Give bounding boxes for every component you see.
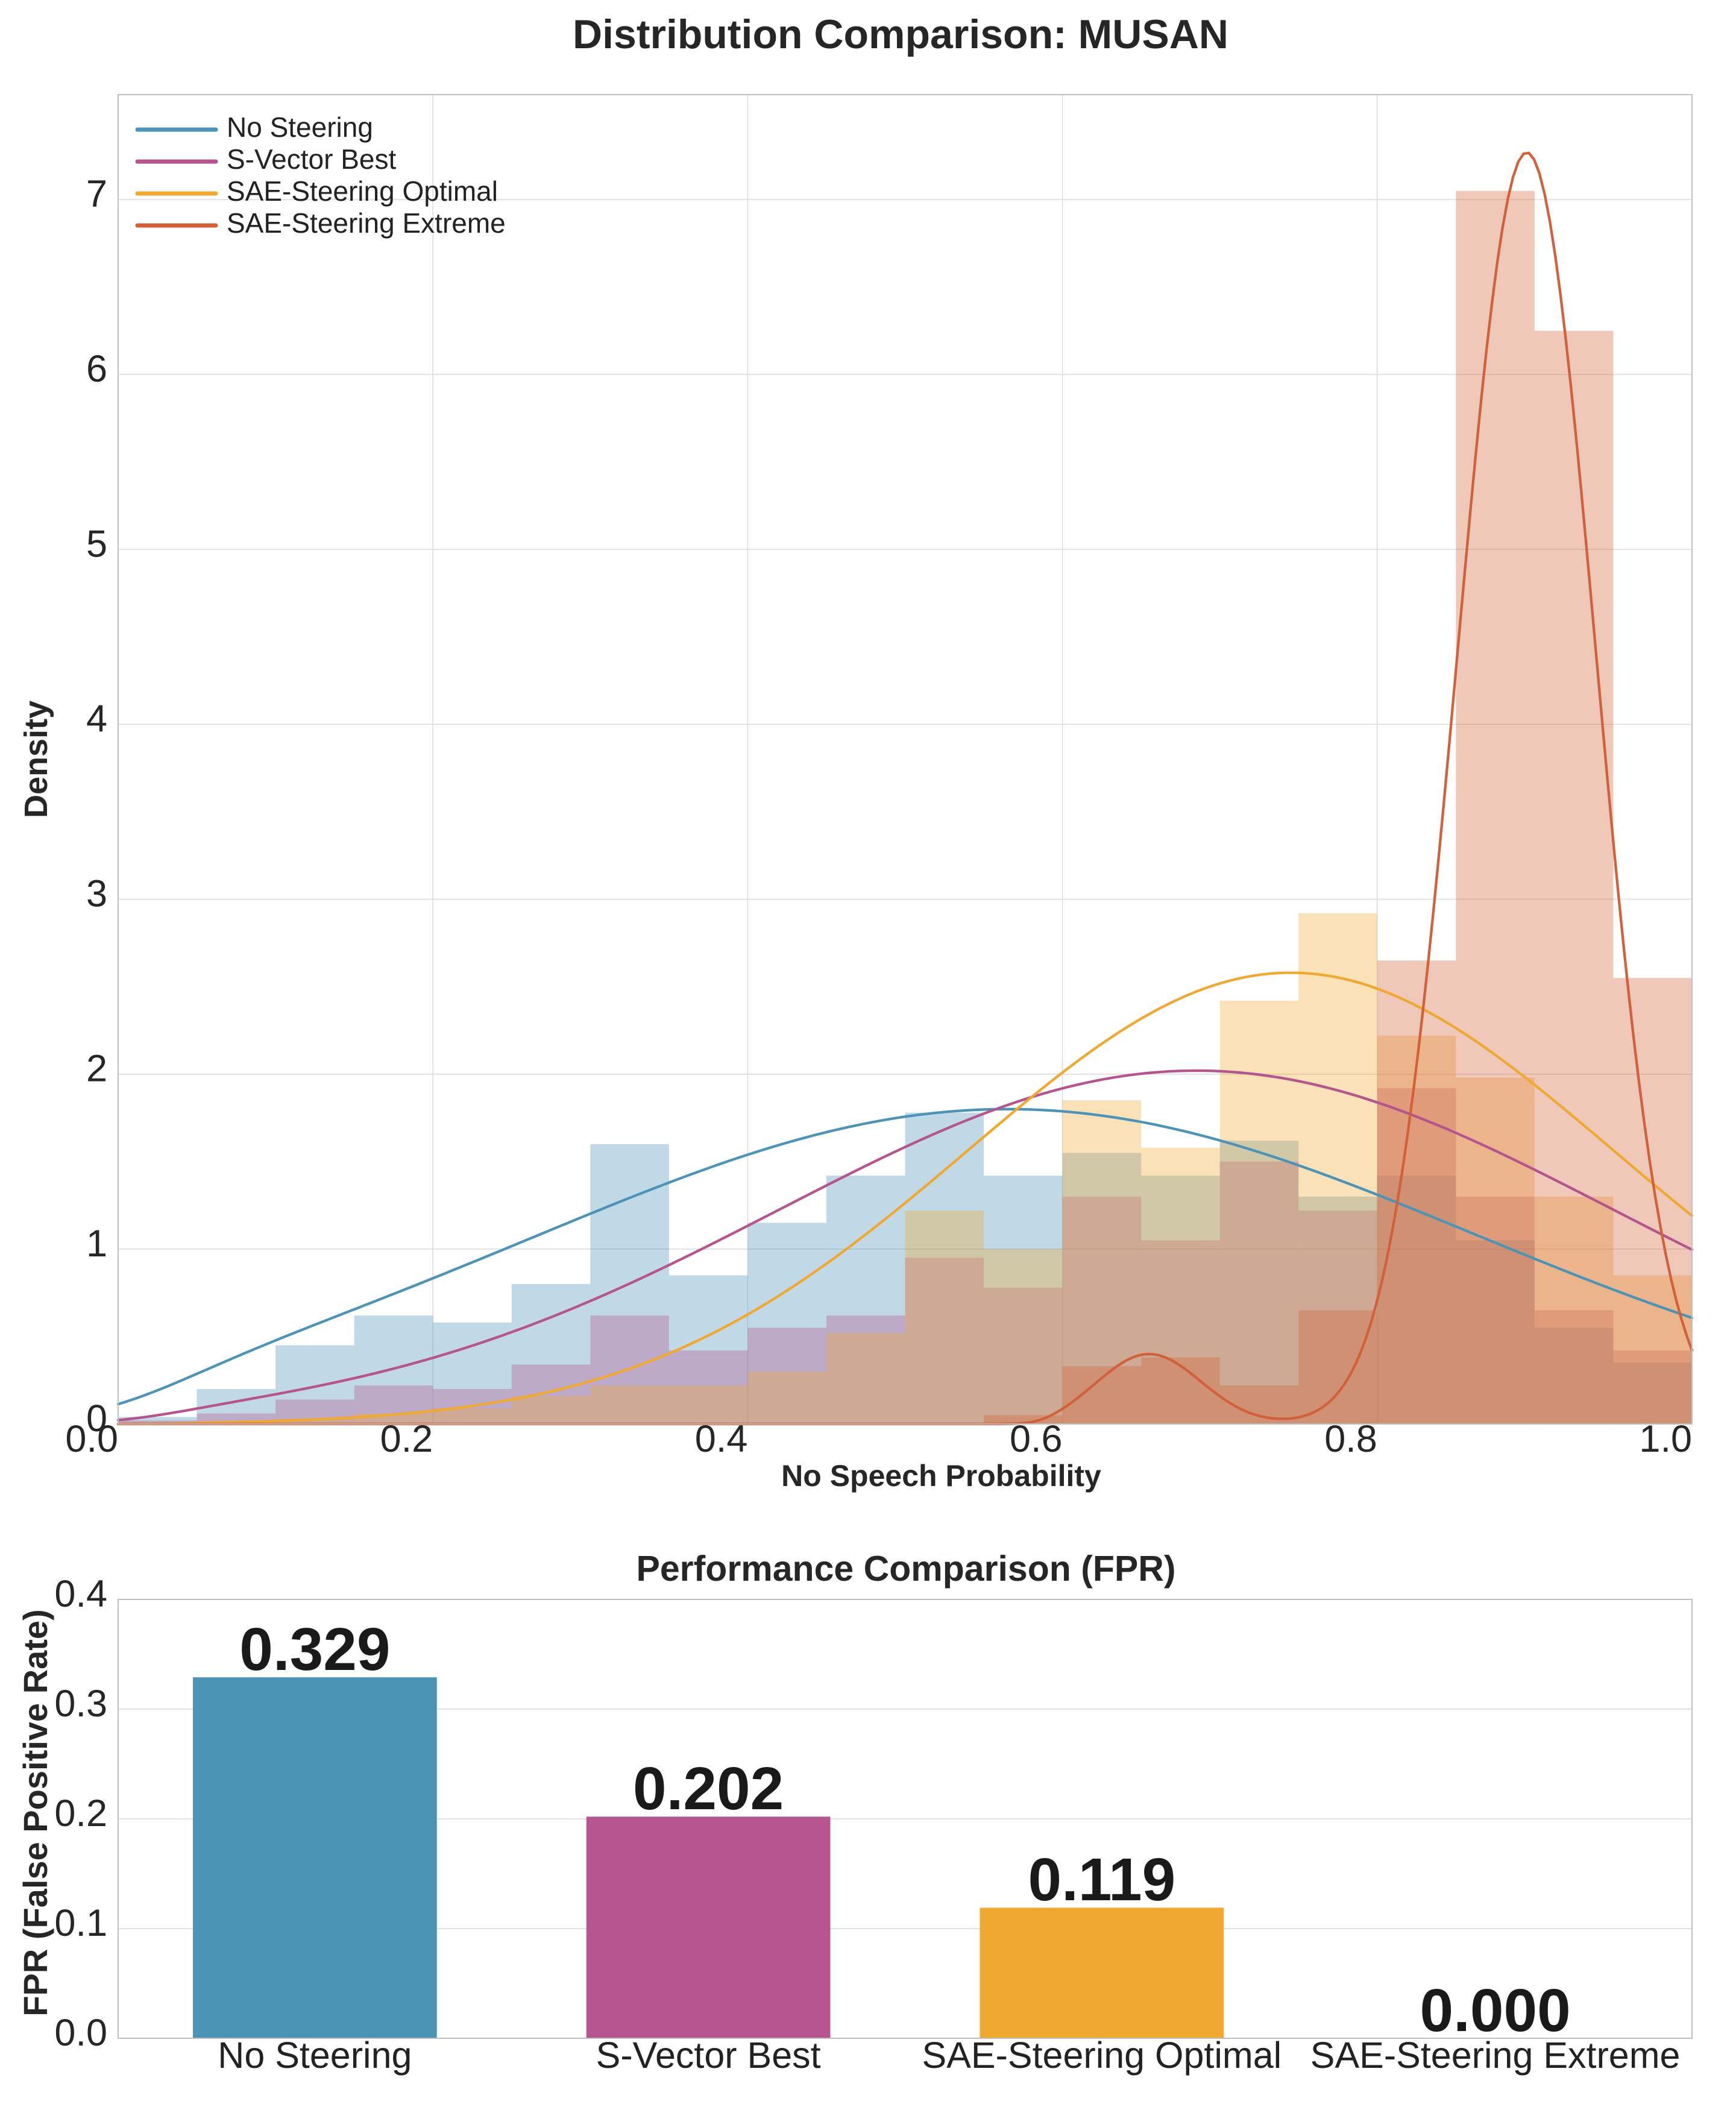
svg-text:SAE-Steering Optimal: SAE-Steering Optimal [227,175,498,207]
svg-text:SAE-Steering Optimal: SAE-Steering Optimal [922,2035,1282,2076]
svg-text:6: 6 [86,348,107,390]
svg-text:Performance Comparison (FPR): Performance Comparison (FPR) [637,1549,1176,1589]
svg-text:Density: Density [18,701,54,818]
svg-text:3: 3 [86,873,107,915]
svg-text:0.4: 0.4 [695,1418,748,1460]
svg-text:0.6: 0.6 [1010,1418,1063,1460]
svg-text:FPR (False Positive Rate): FPR (False Positive Rate) [16,1609,54,2016]
svg-text:SAE-Steering Extreme: SAE-Steering Extreme [1310,2035,1681,2076]
svg-text:0.202: 0.202 [633,1755,784,1822]
svg-text:No Steering: No Steering [227,112,373,143]
svg-text:Distribution Comparison: MUSAN: Distribution Comparison: MUSAN [573,11,1228,57]
svg-text:0.4: 0.4 [54,1573,107,1615]
svg-text:SAE-Steering Extreme: SAE-Steering Extreme [227,207,506,239]
svg-text:0.0: 0.0 [65,1418,118,1460]
svg-text:0.1: 0.1 [54,1902,107,1944]
svg-text:0.2: 0.2 [54,1792,107,1835]
svg-text:2: 2 [86,1048,107,1090]
svg-text:4: 4 [86,698,107,740]
svg-text:7: 7 [86,173,107,215]
svg-text:No Speech Probability: No Speech Probability [781,1459,1101,1493]
svg-text:1: 1 [86,1223,107,1265]
svg-text:No Steering: No Steering [218,2035,412,2076]
svg-text:0.119: 0.119 [1028,1846,1176,1914]
svg-text:0.2: 0.2 [380,1418,433,1460]
svg-text:1.0: 1.0 [1639,1418,1692,1460]
svg-text:S-Vector Best: S-Vector Best [227,143,396,175]
svg-text:S-Vector Best: S-Vector Best [596,2035,821,2076]
svg-text:0.8: 0.8 [1324,1418,1377,1460]
svg-text:0.329: 0.329 [239,1616,390,1683]
svg-text:5: 5 [86,523,107,565]
svg-text:0.0: 0.0 [54,2012,107,2054]
svg-text:0.3: 0.3 [54,1683,107,1725]
